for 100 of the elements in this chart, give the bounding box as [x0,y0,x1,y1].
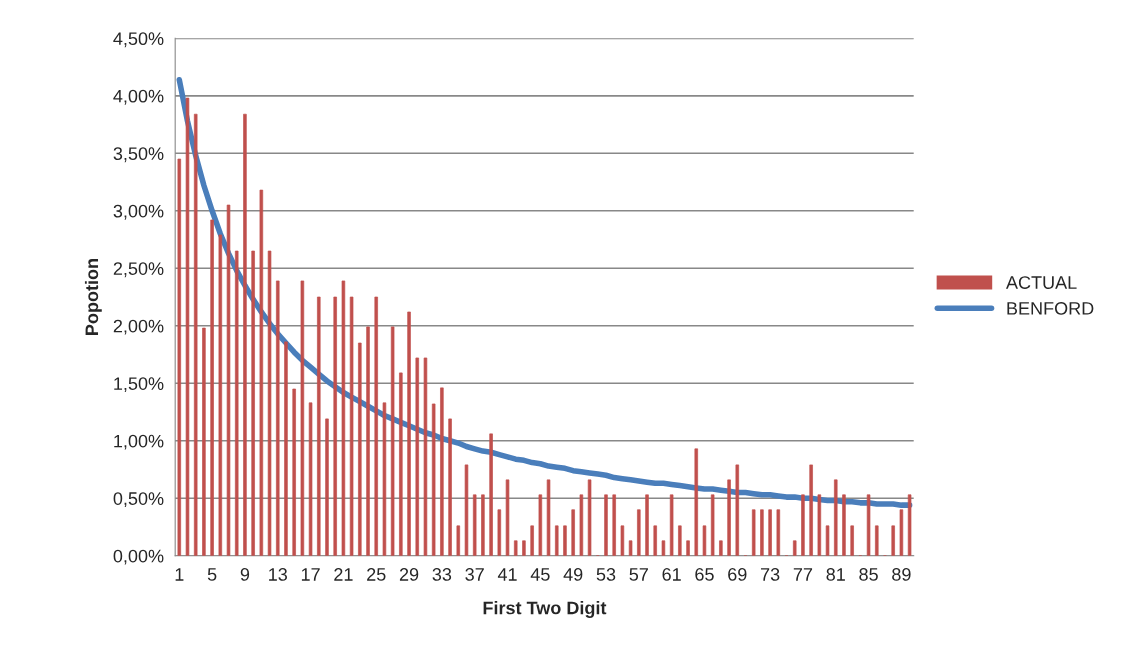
bar [292,388,296,556]
x-tick-label: 41 [497,568,517,581]
bar [210,219,214,556]
bar [801,494,805,556]
bar [899,509,904,556]
bar [226,204,231,556]
x-tick-label: 77 [793,568,813,581]
bar [489,433,493,556]
bar [710,494,715,556]
bar [587,479,592,556]
x-tick-label: 61 [662,568,681,581]
bar [825,525,830,556]
bar [251,250,255,556]
bar [875,525,879,556]
bar [177,158,182,556]
bar [333,296,337,556]
bar [571,509,575,556]
bar [390,326,395,556]
bar [842,494,846,556]
y-tick-label: 1,50% [114,377,164,393]
bar [546,479,551,556]
bar [243,113,247,556]
y-tick-label: 2,00% [113,319,164,335]
bar [284,341,288,556]
bar [358,342,362,556]
bar [300,280,305,556]
bar [202,327,206,556]
bar [620,525,625,556]
bar [325,418,329,556]
x-tick-label: 57 [629,568,648,581]
bar [817,494,822,556]
bar [382,402,387,556]
x-tick-label: 73 [760,568,780,581]
bar [702,525,707,556]
bar [234,250,239,556]
x-tick-label: 49 [563,568,583,581]
x-tick-label: 81 [826,568,845,581]
y-tick-label: 1,00% [114,434,164,450]
bar [423,357,428,556]
bar [456,525,461,556]
x-tick-label: 17 [301,568,320,581]
legend-label: ACTUAL [1005,276,1077,289]
bar [481,494,485,556]
bar [341,280,346,556]
x-tick-label: 85 [859,568,878,581]
bar [472,494,477,556]
y-tick-label: 4,00% [113,89,164,105]
bar [308,402,313,556]
bar [768,509,772,556]
bar [185,97,190,556]
bar [218,234,223,556]
bar [792,540,797,556]
bar [431,403,436,556]
y-tick-label: 3,00% [113,204,164,220]
bar [399,372,403,556]
y-tick-label: 4,50% [113,32,164,48]
x-tick-label: 13 [269,568,288,581]
bar [694,448,698,556]
x-tick-label: 21 [334,568,353,581]
bar [530,525,534,556]
x-tick-label: 65 [695,568,714,581]
x-tick-label: 45 [530,568,550,581]
bar [366,326,370,556]
bar [317,296,321,556]
bar [628,540,633,556]
y-tick-label: 0,50% [113,492,164,508]
x-tick-label: 53 [596,568,616,581]
x-tick-label: 1 [175,568,184,581]
bar [513,540,518,556]
bar [760,509,764,556]
bar [407,311,411,556]
bar [267,250,272,556]
bar [678,525,682,556]
bar [645,494,649,556]
y-axis-title: Popotion [84,259,102,335]
bar [751,509,756,556]
x-tick-label: 37 [465,568,484,581]
bar [653,525,657,556]
bar [415,357,419,556]
x-tick-label: 25 [367,568,386,581]
bar [579,494,584,556]
bar [637,509,641,556]
bar [505,479,510,556]
bar [891,525,895,556]
bar [850,525,854,556]
bar [809,464,813,556]
x-tick-label: 5 [207,568,217,581]
x-tick-label: 29 [399,568,419,581]
bar [661,540,666,556]
bar [686,540,690,556]
bar [259,189,264,556]
bar [276,280,280,556]
bar [193,113,198,556]
x-tick-label: 33 [432,568,452,581]
bar [719,540,723,556]
bar [612,494,616,556]
y-tick-label: 2,50% [113,262,164,278]
bar [349,296,354,556]
bar [497,509,502,556]
bar [522,540,526,556]
